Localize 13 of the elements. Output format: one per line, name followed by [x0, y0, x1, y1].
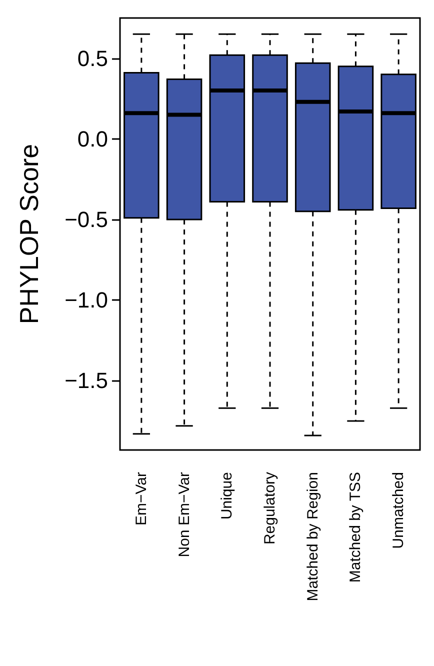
x-tick-label: Unmatched	[390, 472, 408, 549]
y-tick-label: −1.0	[64, 288, 108, 313]
x-tick-label: Non Em−Var	[176, 472, 193, 558]
x-tick-label: Matched by TSS	[347, 472, 364, 583]
y-tick-label: −1.5	[64, 368, 108, 394]
x-tick-label: Regulatory	[262, 472, 278, 545]
x-tick-label: Unique	[218, 472, 236, 520]
x-tick-label: Matched by Region	[304, 472, 322, 602]
y-tick-label: −0.5	[64, 206, 108, 232]
y-tick-label: 0.5	[77, 46, 108, 71]
y-axis-title: PHYLOP Score	[14, 144, 44, 324]
x-tick-label: Em−Var	[132, 472, 150, 526]
y-tick-label: 0.0	[77, 126, 108, 152]
